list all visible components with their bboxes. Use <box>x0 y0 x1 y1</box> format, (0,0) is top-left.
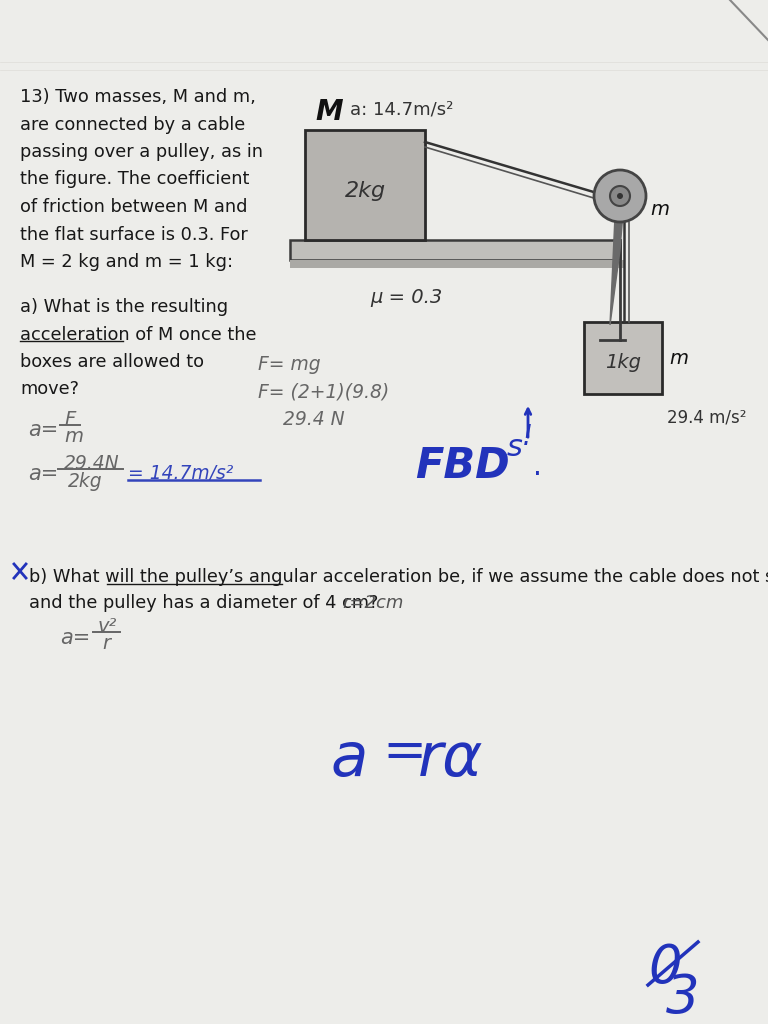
Text: and the pulley has a diameter of 4 cm?: and the pulley has a diameter of 4 cm? <box>29 594 379 612</box>
Text: F= (2+1)(9.8): F= (2+1)(9.8) <box>258 383 389 402</box>
Text: M: M <box>315 98 343 126</box>
Text: F= mg: F= mg <box>258 355 320 374</box>
Text: 3: 3 <box>666 972 700 1024</box>
Text: v²: v² <box>98 617 118 636</box>
Text: s: s <box>507 433 523 462</box>
Text: m: m <box>650 200 669 219</box>
Text: a: a <box>330 730 368 790</box>
Text: rα: rα <box>418 730 483 790</box>
Text: 29.4N: 29.4N <box>64 454 120 473</box>
Text: r: r <box>102 634 110 653</box>
Text: the flat surface is 0.3. For: the flat surface is 0.3. For <box>20 225 248 244</box>
Text: move?: move? <box>20 381 79 398</box>
Polygon shape <box>610 188 625 325</box>
Text: 1kg: 1kg <box>605 353 641 373</box>
Text: of friction between M and: of friction between M and <box>20 198 247 216</box>
Text: 2kg: 2kg <box>68 472 103 490</box>
Text: are connected by a cable: are connected by a cable <box>20 116 245 133</box>
Text: M = 2 kg and m = 1 kg:: M = 2 kg and m = 1 kg: <box>20 253 233 271</box>
Text: .: . <box>533 453 542 481</box>
Text: r=2cm: r=2cm <box>342 594 403 612</box>
Bar <box>584 322 662 394</box>
Text: m: m <box>669 348 688 368</box>
Text: FBD: FBD <box>415 445 510 487</box>
Text: 29.4 m/s²: 29.4 m/s² <box>667 408 746 426</box>
Text: acceleration of M once the: acceleration of M once the <box>20 326 257 343</box>
Text: =: = <box>382 726 426 778</box>
Bar <box>290 260 625 268</box>
Text: a=: a= <box>60 628 91 648</box>
Bar <box>290 240 620 260</box>
Text: 29.4 N: 29.4 N <box>283 410 345 429</box>
Circle shape <box>594 170 646 222</box>
Text: !: ! <box>522 423 533 451</box>
Circle shape <box>617 193 623 199</box>
Text: passing over a pulley, as in: passing over a pulley, as in <box>20 143 263 161</box>
Text: a) What is the resulting: a) What is the resulting <box>20 298 228 316</box>
Circle shape <box>610 186 630 206</box>
Text: μ = 0.3: μ = 0.3 <box>370 288 442 307</box>
Text: a: 14.7m/s²: a: 14.7m/s² <box>350 100 453 118</box>
Text: F: F <box>64 410 75 429</box>
Text: b) What will the pulley’s angular acceleration be, if we assume the cable does n: b) What will the pulley’s angular accele… <box>29 568 768 586</box>
Text: the figure. The coefficient: the figure. The coefficient <box>20 171 250 188</box>
Text: a=: a= <box>28 464 58 484</box>
Text: = 14.7m/s²: = 14.7m/s² <box>128 464 233 483</box>
Text: m: m <box>64 427 83 446</box>
Text: 0: 0 <box>648 942 681 994</box>
Bar <box>305 130 425 240</box>
Text: boxes are allowed to: boxes are allowed to <box>20 353 204 371</box>
Text: 2kg: 2kg <box>344 181 386 201</box>
Text: 13) Two masses, M and m,: 13) Two masses, M and m, <box>20 88 256 106</box>
Text: a=: a= <box>28 420 58 440</box>
